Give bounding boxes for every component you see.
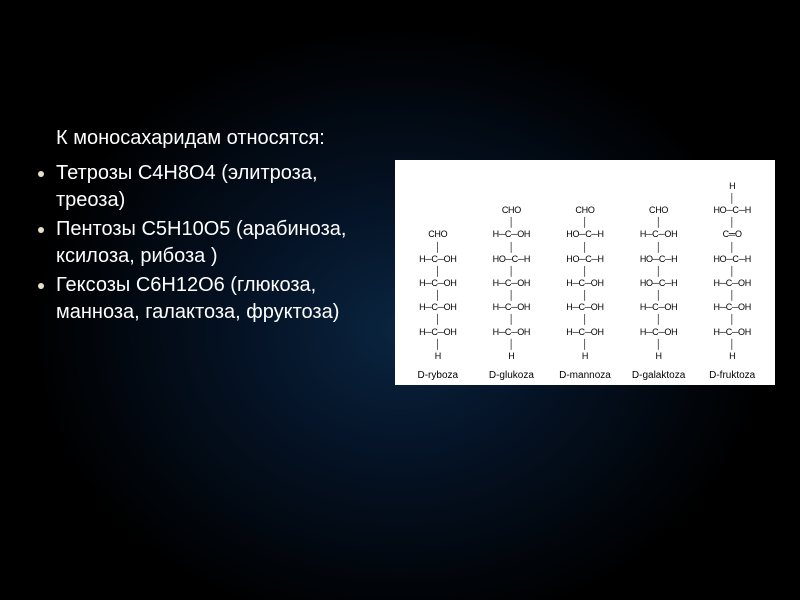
- list-item: Гексозы С6Н12О6 (глюкоза, манноза, галак…: [30, 272, 380, 326]
- fischer-projection: CHO │ H─C─OH │ HO─C─H │ HO─C─H │ H─C─OH …: [640, 204, 677, 362]
- heading: К моносахаридам относятся:: [30, 125, 380, 152]
- chemistry-panel: CHO │ H─C─OH │ H─C─OH │ H─C─OH │ H─C─OH …: [395, 160, 775, 385]
- molecule-ryboza: CHO │ H─C─OH │ H─C─OH │ H─C─OH │ H─C─OH …: [401, 228, 475, 381]
- molecule-glukoza: CHO │ H─C─OH │ HO─C─H │ H─C─OH │ H─C─OH …: [475, 204, 549, 381]
- molecule-label: D-glukoza: [489, 370, 534, 381]
- molecule-mannoza: CHO │ HO─C─H │ HO─C─H │ H─C─OH │ H─C─OH …: [548, 204, 622, 381]
- fischer-projection: CHO │ H─C─OH │ HO─C─H │ H─C─OH │ H─C─OH …: [493, 204, 530, 362]
- fischer-projection: CHO │ H─C─OH │ H─C─OH │ H─C─OH │ H─C─OH …: [419, 228, 456, 362]
- molecule-label: D-galaktoza: [632, 370, 685, 381]
- molecule-label: D-fruktoza: [709, 370, 755, 381]
- fischer-projection: H │ HO─C─H │ C═O │ HO─C─H │ H─C─OH │ H─C…: [713, 180, 750, 362]
- molecule-fruktoza: H │ HO─C─H │ C═O │ HO─C─H │ H─C─OH │ H─C…: [695, 180, 769, 381]
- molecule-label: D-mannoza: [559, 370, 611, 381]
- monosaccharide-list: Тетрозы С4Н8О4 (элитроза, треоза) Пентоз…: [30, 160, 380, 326]
- molecule-galaktoza: CHO │ H─C─OH │ HO─C─H │ HO─C─H │ H─C─OH …: [622, 204, 696, 381]
- list-item: Тетрозы С4Н8О4 (элитроза, треоза): [30, 160, 380, 214]
- molecule-label: D-ryboza: [418, 370, 459, 381]
- list-item: Пентозы С5Н10О5 (арабиноза, ксилоза, риб…: [30, 216, 380, 270]
- text-content: К моносахаридам относятся: Тетрозы С4Н8О…: [30, 125, 380, 328]
- fischer-projection: CHO │ HO─C─H │ HO─C─H │ H─C─OH │ H─C─OH …: [566, 204, 603, 362]
